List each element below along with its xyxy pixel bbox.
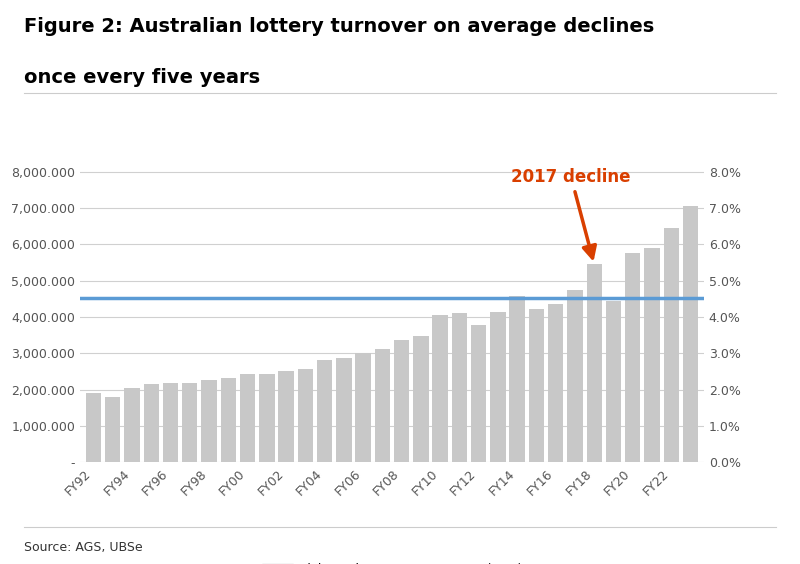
Bar <box>413 336 429 462</box>
Text: once every five years: once every five years <box>24 68 260 87</box>
Bar <box>105 397 121 462</box>
Bar <box>567 290 582 462</box>
Bar <box>86 394 101 462</box>
Bar <box>510 296 525 462</box>
Bar <box>548 305 563 462</box>
Bar <box>606 301 621 462</box>
Bar <box>644 248 660 462</box>
Bar <box>529 309 544 462</box>
Bar <box>683 206 698 462</box>
Bar <box>278 371 294 462</box>
Bar <box>586 265 602 462</box>
Bar <box>202 380 217 462</box>
Bar <box>471 325 486 462</box>
Text: 2017 decline: 2017 decline <box>511 168 631 258</box>
Bar <box>374 349 390 462</box>
Bar <box>452 314 467 462</box>
Bar <box>240 374 255 462</box>
Bar <box>221 378 236 462</box>
Legend: Ticket sales, Average (RHS): Ticket sales, Average (RHS) <box>257 558 527 564</box>
Bar <box>394 340 410 462</box>
Bar <box>663 228 679 462</box>
Bar <box>259 374 274 462</box>
Text: Source: AGS, UBSe: Source: AGS, UBSe <box>24 541 142 554</box>
Bar <box>317 360 332 462</box>
Bar <box>182 382 198 462</box>
Bar <box>355 352 371 462</box>
Bar <box>336 358 351 462</box>
Bar <box>163 382 178 462</box>
Bar <box>625 253 641 462</box>
Bar <box>124 388 140 462</box>
Bar <box>143 384 159 462</box>
Bar <box>433 315 448 462</box>
Bar <box>490 312 506 462</box>
Text: Figure 2: Australian lottery turnover on average declines: Figure 2: Australian lottery turnover on… <box>24 17 654 36</box>
Bar <box>298 369 313 462</box>
